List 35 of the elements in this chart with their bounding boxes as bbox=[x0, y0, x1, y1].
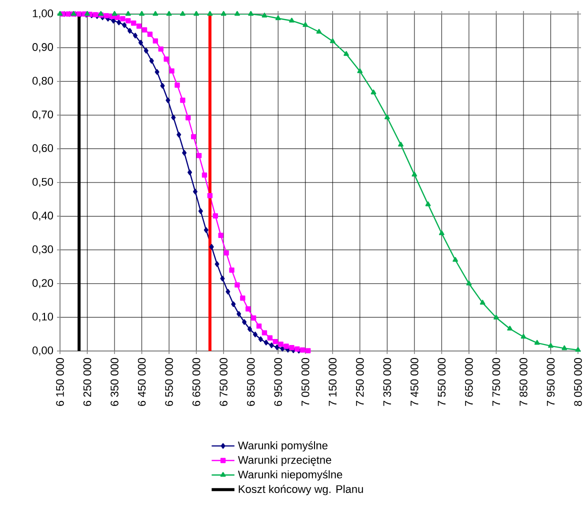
x-tick-label: 8 050 000 bbox=[574, 358, 582, 406]
x-tick-label: 6 950 000 bbox=[274, 358, 282, 406]
y-tick-label: 0,50 bbox=[32, 178, 54, 188]
legend-label: Warunki przeciętne bbox=[238, 456, 332, 466]
x-tick-label: 7 550 000 bbox=[438, 358, 446, 406]
y-tick-label: 0,40 bbox=[32, 212, 54, 221]
x-tick-label: 7 450 000 bbox=[410, 358, 418, 406]
x-tick-label: 7 850 000 bbox=[520, 358, 528, 406]
legend-label: Koszt końcowy wg. Planu bbox=[238, 484, 363, 496]
y-tick-label: 0,10 bbox=[32, 312, 54, 322]
y-tick-label: 0,30 bbox=[32, 245, 54, 254]
x-tick-label: 7 650 000 bbox=[465, 358, 473, 406]
y-tick-label: 1,00 bbox=[32, 9, 54, 19]
x-tick-label: 7 250 000 bbox=[356, 358, 364, 406]
y-tick-label: 0,00 bbox=[32, 346, 54, 356]
x-tick-label: 6 750 000 bbox=[220, 358, 228, 406]
x-tick-label: 7 050 000 bbox=[301, 358, 310, 406]
y-tick-label: 0,60 bbox=[32, 144, 54, 154]
x-tick-label: 6 450 000 bbox=[138, 358, 146, 406]
legend-label: Warunki niepomyślne bbox=[238, 470, 342, 481]
x-tick-label: 7 950 000 bbox=[546, 358, 555, 406]
x-tick-label: 6 250 000 bbox=[83, 358, 92, 406]
x-tick-label: 6 550 000 bbox=[165, 358, 173, 406]
y-tick-label: 0,70 bbox=[32, 110, 54, 120]
x-tick-label: 7 150 000 bbox=[328, 358, 337, 406]
x-tick-label: 6 850 000 bbox=[246, 358, 255, 406]
y-tick-label: 0,20 bbox=[32, 279, 54, 288]
y-tick-label: 0,80 bbox=[32, 76, 54, 86]
x-tick-label: 7 750 000 bbox=[492, 358, 500, 406]
y-tick-label: 0,90 bbox=[32, 43, 54, 52]
x-tick-label: 6 650 000 bbox=[192, 358, 200, 406]
x-tick-label: 6 350 000 bbox=[110, 358, 118, 406]
x-tick-label: 6 150 000 bbox=[56, 358, 64, 406]
legend-label: Warunki pomyślne bbox=[238, 441, 328, 452]
x-tick-label: 7 350 000 bbox=[383, 358, 392, 406]
